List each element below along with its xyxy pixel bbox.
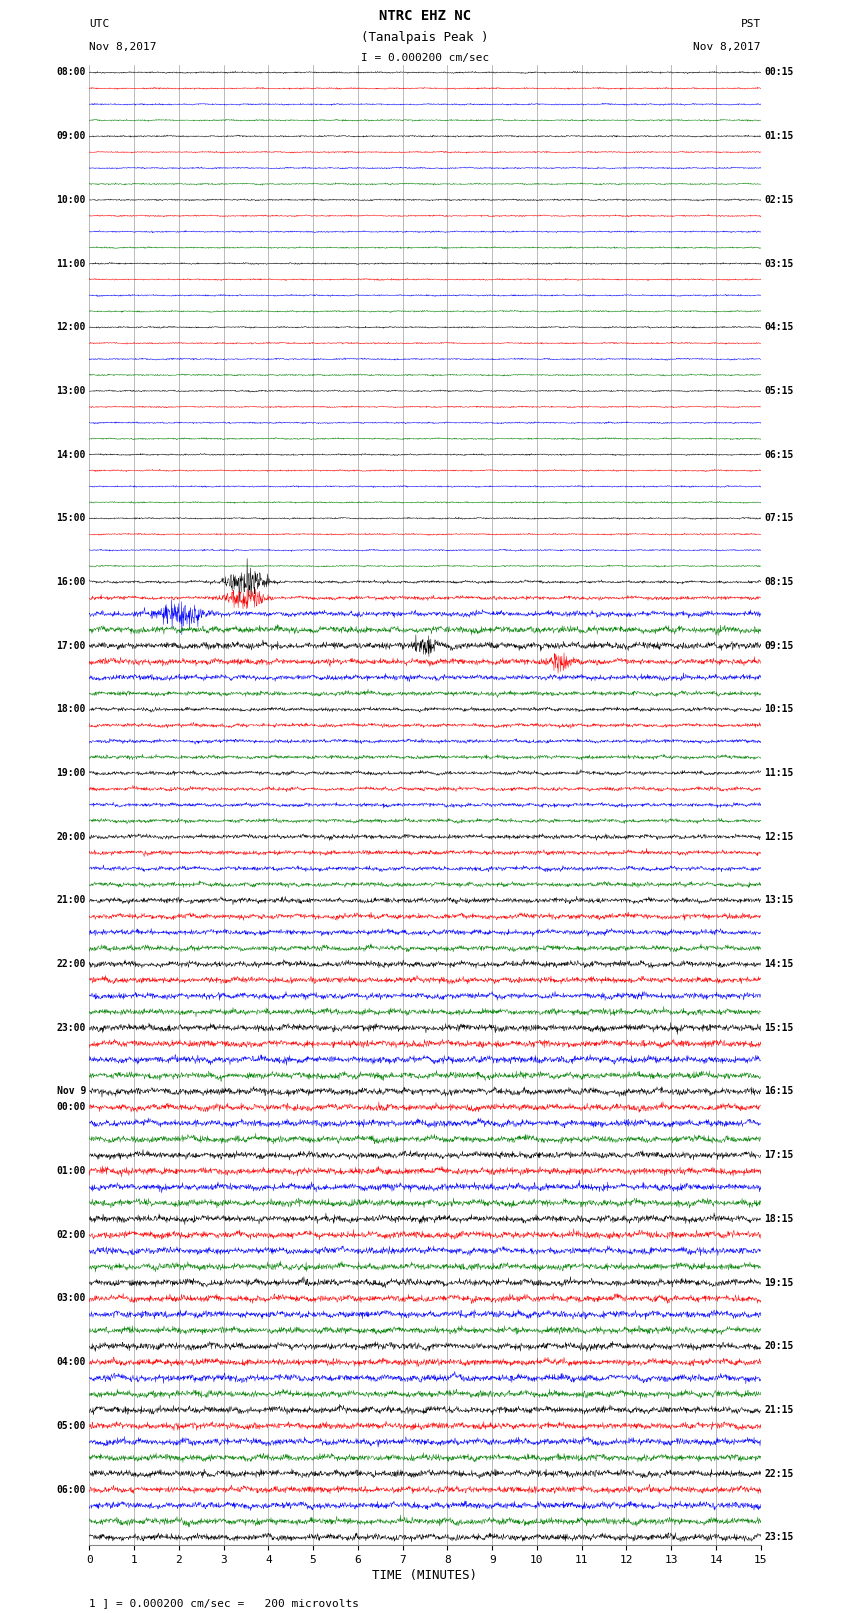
Text: 09:00: 09:00 — [56, 131, 86, 142]
X-axis label: TIME (MINUTES): TIME (MINUTES) — [372, 1569, 478, 1582]
Text: 22:00: 22:00 — [56, 960, 86, 969]
Text: 01:00: 01:00 — [56, 1166, 86, 1176]
Text: 10:00: 10:00 — [56, 195, 86, 205]
Text: UTC: UTC — [89, 19, 110, 29]
Text: 17:00: 17:00 — [56, 640, 86, 650]
Text: 20:00: 20:00 — [56, 832, 86, 842]
Text: 02:15: 02:15 — [764, 195, 794, 205]
Text: Nov 9: Nov 9 — [56, 1087, 86, 1097]
Text: 17:15: 17:15 — [764, 1150, 794, 1160]
Text: 03:00: 03:00 — [56, 1294, 86, 1303]
Text: 10:15: 10:15 — [764, 705, 794, 715]
Text: 08:15: 08:15 — [764, 577, 794, 587]
Text: I = 0.000200 cm/sec: I = 0.000200 cm/sec — [361, 53, 489, 63]
Text: 14:15: 14:15 — [764, 960, 794, 969]
Text: 06:00: 06:00 — [56, 1484, 86, 1495]
Text: Nov 8,2017: Nov 8,2017 — [694, 42, 761, 52]
Text: 15:15: 15:15 — [764, 1023, 794, 1032]
Text: (Tanalpais Peak ): (Tanalpais Peak ) — [361, 31, 489, 44]
Text: 23:15: 23:15 — [764, 1532, 794, 1542]
Text: 04:15: 04:15 — [764, 323, 794, 332]
Text: 00:15: 00:15 — [764, 68, 794, 77]
Text: 12:00: 12:00 — [56, 323, 86, 332]
Text: 07:15: 07:15 — [764, 513, 794, 523]
Text: 03:15: 03:15 — [764, 258, 794, 268]
Text: 23:00: 23:00 — [56, 1023, 86, 1032]
Text: 09:15: 09:15 — [764, 640, 794, 650]
Text: NTRC EHZ NC: NTRC EHZ NC — [379, 8, 471, 23]
Text: 02:00: 02:00 — [56, 1229, 86, 1240]
Text: 08:00: 08:00 — [56, 68, 86, 77]
Text: 19:00: 19:00 — [56, 768, 86, 777]
Text: 16:00: 16:00 — [56, 577, 86, 587]
Text: PST: PST — [740, 19, 761, 29]
Text: 05:00: 05:00 — [56, 1421, 86, 1431]
Text: 21:00: 21:00 — [56, 895, 86, 905]
Text: Nov 8,2017: Nov 8,2017 — [89, 42, 156, 52]
Text: 18:15: 18:15 — [764, 1215, 794, 1224]
Text: 1 ] = 0.000200 cm/sec =   200 microvolts: 1 ] = 0.000200 cm/sec = 200 microvolts — [89, 1598, 360, 1608]
Text: 21:15: 21:15 — [764, 1405, 794, 1415]
Text: 01:15: 01:15 — [764, 131, 794, 142]
Text: 12:15: 12:15 — [764, 832, 794, 842]
Text: 20:15: 20:15 — [764, 1342, 794, 1352]
Text: 11:00: 11:00 — [56, 258, 86, 268]
Text: 06:15: 06:15 — [764, 450, 794, 460]
Text: 13:00: 13:00 — [56, 386, 86, 395]
Text: 14:00: 14:00 — [56, 450, 86, 460]
Text: 13:15: 13:15 — [764, 895, 794, 905]
Text: 18:00: 18:00 — [56, 705, 86, 715]
Text: 11:15: 11:15 — [764, 768, 794, 777]
Text: 22:15: 22:15 — [764, 1468, 794, 1479]
Text: 00:00: 00:00 — [56, 1102, 86, 1113]
Text: 19:15: 19:15 — [764, 1277, 794, 1287]
Text: 05:15: 05:15 — [764, 386, 794, 395]
Text: 16:15: 16:15 — [764, 1087, 794, 1097]
Text: 04:00: 04:00 — [56, 1357, 86, 1368]
Text: 15:00: 15:00 — [56, 513, 86, 523]
